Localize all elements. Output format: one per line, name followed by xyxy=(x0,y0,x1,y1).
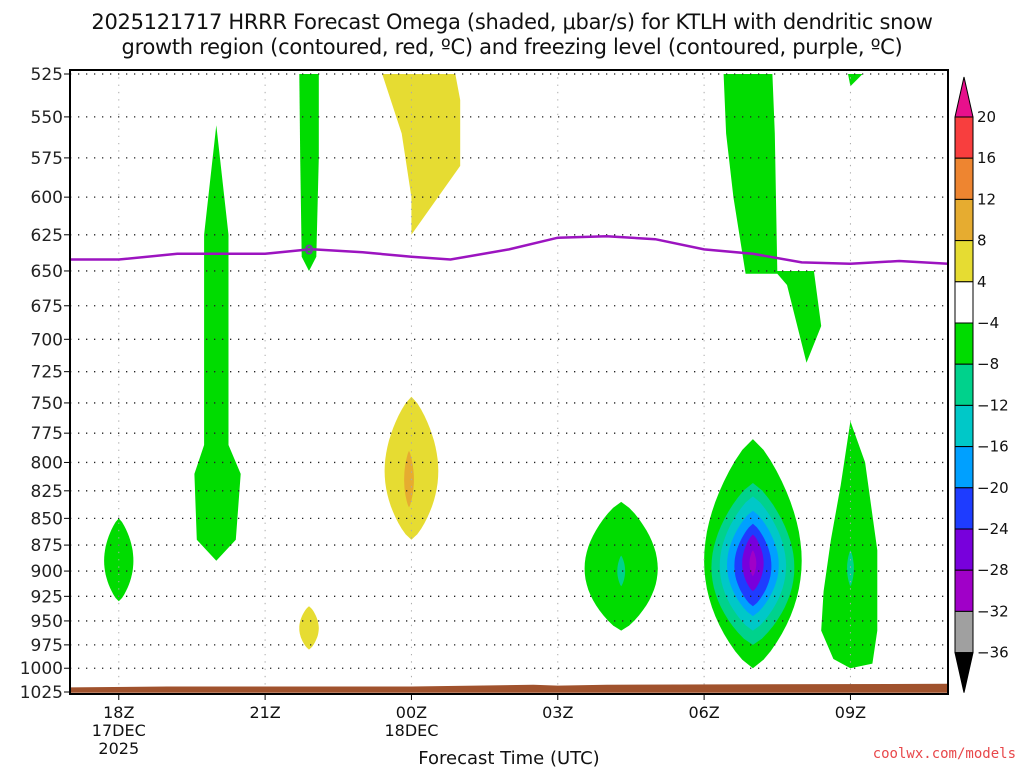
y-tick-label-1025: 1025 xyxy=(20,683,63,703)
y-tick-label-575: 575 xyxy=(31,149,63,169)
y-tick-label-550: 550 xyxy=(31,108,63,128)
colorbar-bin--20--16 xyxy=(954,446,974,489)
colorbar-top-arrow xyxy=(954,76,974,118)
colorbar-bin-4-8 xyxy=(954,240,974,283)
y-tick-label-925: 925 xyxy=(31,587,63,607)
x-tick-label-18Z-1: 17DEC xyxy=(92,721,146,740)
colorbar-label-12: 12 xyxy=(977,190,996,208)
colorbar-bin--8--4 xyxy=(954,322,974,365)
y-tick-label-675: 675 xyxy=(31,297,63,317)
colorbar-label--16: −16 xyxy=(977,438,1009,456)
y-tick-label-1000: 1000 xyxy=(20,659,63,679)
colorbar-label--8: −8 xyxy=(977,355,999,373)
colorbar-label-4: 4 xyxy=(977,273,987,291)
x-tick-label-00Z-0: 00Z xyxy=(396,703,427,722)
x-tick-label-18Z-0: 18Z xyxy=(103,703,134,722)
colorbar-label--12: −12 xyxy=(977,396,1009,414)
y-tick-label-650: 650 xyxy=(31,262,63,282)
y-tick-label-625: 625 xyxy=(31,226,63,246)
grid-lines xyxy=(70,70,948,691)
y-tick-label-525: 525 xyxy=(31,65,63,85)
colorbar-bin--32--28 xyxy=(954,569,974,612)
x-tick-label-03Z-0: 03Z xyxy=(542,703,573,722)
colorbar-bin--16--12 xyxy=(954,404,974,448)
colorbar-label-20: 20 xyxy=(977,108,996,126)
y-tick-label-700: 700 xyxy=(31,330,63,350)
colorbar-label-8: 8 xyxy=(977,232,987,250)
chart-title-line1: 2025121717 HRRR Forecast Omega (shaded, … xyxy=(91,10,933,34)
y-tick-label-800: 800 xyxy=(31,453,63,473)
colorbar-bin--28--24 xyxy=(954,528,974,571)
colorbar-label--32: −32 xyxy=(977,602,1009,620)
green-sliver-09z-top xyxy=(848,74,863,87)
colorbar-label--28: −28 xyxy=(977,561,1009,579)
y-tick-label-775: 775 xyxy=(31,424,63,444)
green-column-22z xyxy=(299,74,319,271)
colorbar-bin--4-4 xyxy=(954,281,974,324)
colorbar-label--24: −24 xyxy=(977,520,1009,538)
credit-text: coolwx.com/models xyxy=(873,746,1016,762)
freezing-level-line xyxy=(70,235,949,266)
y-tick-label-900: 900 xyxy=(31,562,63,582)
y-tick-label-725: 725 xyxy=(31,363,63,383)
y-tick-label-750: 750 xyxy=(31,394,63,414)
colorbar-bin--24--20 xyxy=(954,487,974,530)
green-lobe-09z xyxy=(821,421,878,669)
x-tick-label-06Z-0: 06Z xyxy=(688,703,719,722)
chart-title-line2: growth region (contoured, red, ºC) and f… xyxy=(121,35,903,59)
strong-ascent-07z-b7 xyxy=(749,550,757,577)
colorbar-bin--36--32 xyxy=(954,610,974,654)
y-tick-label-850: 850 xyxy=(31,509,63,529)
colorbar-label--20: −20 xyxy=(977,479,1009,497)
y-axis-ticks: 525 550 575 600 625 650 675 700 725 750 775 800 825 8… xyxy=(20,65,70,703)
plot-frame xyxy=(69,69,949,695)
colorbar-bin--12--8 xyxy=(954,363,974,406)
terrain xyxy=(70,683,948,693)
green-upper-07z xyxy=(723,74,822,363)
colorbar-label--4: −4 xyxy=(977,314,999,332)
y-tick-label-825: 825 xyxy=(31,482,63,502)
colorbar-label--36: −36 xyxy=(977,644,1009,662)
omega-shading xyxy=(104,74,878,669)
terrain-fill xyxy=(70,683,948,693)
colorbar: 20 16 12 8 4 −4 −8 −12 −16 −20 −24 −28 −32 −36 xyxy=(954,76,1009,693)
green-column-20z xyxy=(194,125,241,561)
freezing-level-label: 0 xyxy=(304,243,313,258)
green-lobe-09z-max xyxy=(847,550,854,587)
colorbar-label-16: 16 xyxy=(977,149,996,167)
colorbar-bin-16-20 xyxy=(954,116,974,159)
yellow-small-22z xyxy=(299,606,319,650)
y-tick-label-975: 975 xyxy=(31,636,63,656)
x-tick-label-00Z-1: 18DEC xyxy=(384,721,438,740)
x-tick-label-21Z-0: 21Z xyxy=(249,703,280,722)
x-tick-label-09Z-0: 09Z xyxy=(835,703,866,722)
y-tick-label-875: 875 xyxy=(31,536,63,556)
colorbar-bin-12-16 xyxy=(954,157,974,200)
colorbar-bottom-arrow xyxy=(954,652,974,693)
freezing-level: 0 xyxy=(70,235,949,266)
yellow-upper-01z xyxy=(382,74,461,235)
y-tick-label-950: 950 xyxy=(31,612,63,632)
y-tick-label-600: 600 xyxy=(31,188,63,208)
colorbar-bin-8-12 xyxy=(954,198,974,242)
x-tick-label-18Z-2: 2025 xyxy=(98,739,139,758)
green-lobe-04z-max xyxy=(617,555,626,587)
x-axis-label: Forecast Time (UTC) xyxy=(418,748,599,768)
